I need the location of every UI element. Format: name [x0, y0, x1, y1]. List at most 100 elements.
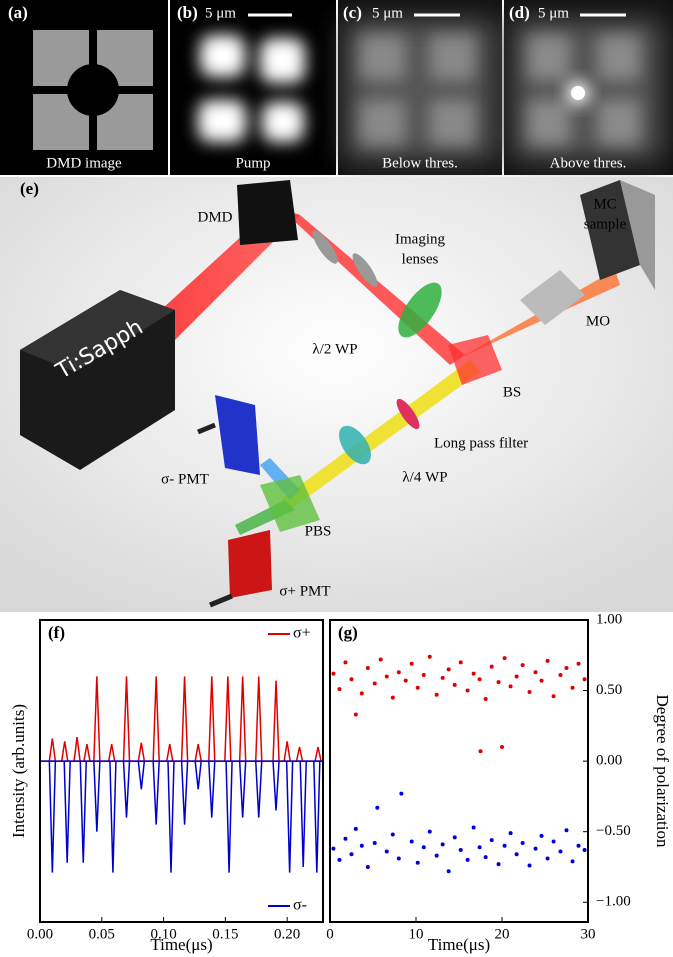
- spike: [285, 761, 294, 873]
- point: [458, 660, 463, 665]
- point: [502, 843, 507, 848]
- point: [576, 661, 581, 666]
- x-tick-label: 0.10: [150, 926, 176, 942]
- panel-a: (a) DMD image: [0, 0, 168, 175]
- point: [477, 677, 482, 682]
- y-tick-label: −0.50: [596, 823, 631, 839]
- spike: [73, 737, 81, 762]
- panel-label: (e): [20, 179, 39, 198]
- scale-bar-label: 5 μm: [372, 5, 403, 21]
- point: [551, 694, 556, 699]
- point: [558, 673, 563, 678]
- point: [514, 674, 519, 679]
- legend-label: σ-: [293, 897, 307, 914]
- point: [353, 712, 358, 717]
- point: [434, 692, 439, 697]
- spike: [93, 676, 101, 762]
- spike: [180, 676, 189, 762]
- caption: Pump: [235, 155, 270, 171]
- y-tick-label: 1.00: [596, 611, 622, 627]
- point: [421, 845, 426, 850]
- spike: [122, 761, 131, 818]
- point: [539, 678, 544, 683]
- point: [390, 832, 395, 837]
- point: [471, 825, 476, 830]
- spike: [295, 746, 304, 762]
- spike: [208, 761, 216, 818]
- spike: [107, 744, 116, 762]
- point: [508, 684, 513, 689]
- panel-label: (a): [8, 3, 28, 22]
- plot-frame: [39, 619, 324, 923]
- spike: [313, 761, 321, 873]
- point: [496, 862, 501, 867]
- spike: [238, 761, 247, 818]
- point: [434, 853, 439, 858]
- plot-frame: [329, 619, 589, 923]
- point: [508, 831, 513, 836]
- caption: DMD image: [46, 155, 122, 171]
- point: [570, 685, 575, 690]
- point: [520, 663, 525, 668]
- point: [375, 805, 380, 810]
- point: [477, 845, 482, 850]
- point: [452, 682, 457, 687]
- point: [440, 842, 445, 847]
- point: [343, 660, 348, 665]
- point: [564, 828, 569, 833]
- x-axis-title: Time(μs): [428, 935, 490, 954]
- point: [502, 656, 507, 661]
- point: [551, 839, 556, 844]
- point: [421, 673, 426, 678]
- label: MC: [593, 196, 616, 212]
- label: Imaging: [395, 231, 445, 247]
- label: σ+ PMT: [279, 583, 330, 599]
- x-axis-title: Time(μs): [150, 935, 212, 954]
- point: [500, 745, 504, 750]
- point: [331, 846, 336, 851]
- point: [403, 678, 408, 683]
- point: [337, 687, 342, 692]
- point: [396, 856, 401, 861]
- label: Long pass filter: [434, 435, 528, 451]
- spike: [283, 741, 291, 762]
- point: [483, 855, 488, 860]
- panel-c: (c) 5 μm Below thres.: [338, 0, 502, 175]
- point: [415, 685, 420, 690]
- point: [390, 695, 395, 700]
- label: λ/4 WP: [402, 469, 447, 485]
- point: [582, 677, 587, 682]
- x-tick-label: 0.00: [27, 926, 53, 942]
- label: BS: [503, 384, 521, 400]
- scale-bar-label: 5 μm: [205, 5, 236, 21]
- point: [337, 857, 342, 862]
- label: MO: [586, 313, 610, 329]
- point: [359, 843, 364, 848]
- spike: [238, 676, 247, 762]
- spike: [152, 761, 160, 825]
- y-tick-label: 0.00: [596, 753, 622, 769]
- point: [489, 664, 494, 669]
- point: [527, 863, 532, 868]
- x-tick-label: 0.20: [274, 926, 300, 942]
- spike: [166, 744, 174, 762]
- spike: [254, 761, 263, 818]
- spike: [194, 744, 202, 762]
- spike: [272, 761, 280, 811]
- point: [415, 860, 420, 865]
- spike: [225, 761, 233, 873]
- point: [564, 665, 569, 670]
- point: [465, 688, 470, 693]
- spike: [109, 761, 117, 873]
- point: [365, 864, 370, 869]
- point: [409, 661, 414, 666]
- x-tick-label: 0.15: [212, 926, 238, 942]
- spike: [83, 744, 91, 762]
- point: [396, 670, 401, 675]
- point: [399, 791, 404, 796]
- point: [353, 826, 358, 831]
- point: [359, 691, 364, 696]
- label: λ/2 WP: [312, 341, 357, 357]
- label: lenses: [402, 251, 439, 267]
- point: [372, 840, 377, 845]
